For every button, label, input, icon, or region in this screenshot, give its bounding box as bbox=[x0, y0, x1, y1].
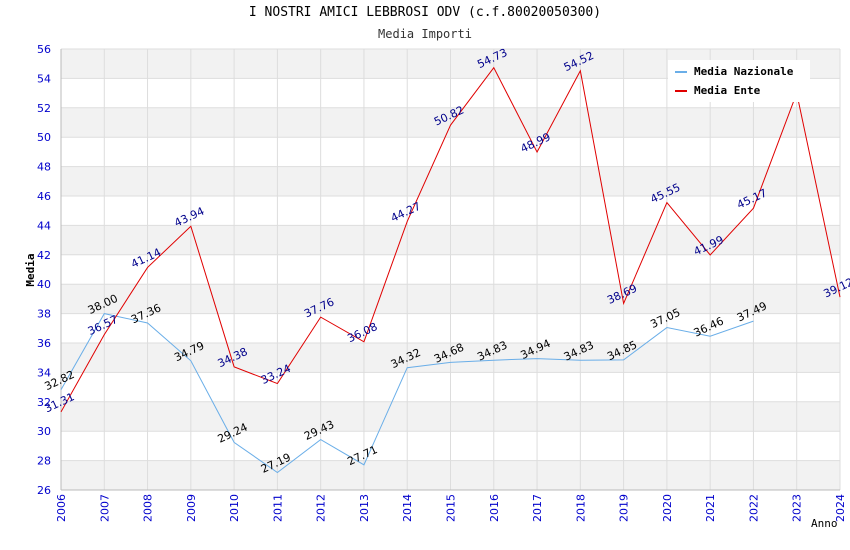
x-tick-label: 2006 bbox=[55, 494, 68, 522]
chart-subtitle: Media Importi bbox=[378, 27, 472, 41]
legend: Media Nazionale Media Ente bbox=[668, 60, 810, 102]
y-tick-label: 38 bbox=[37, 308, 51, 321]
y-tick-label: 56 bbox=[37, 43, 51, 56]
x-tick-label: 2017 bbox=[531, 494, 544, 522]
x-tick-label: 2012 bbox=[315, 494, 328, 522]
chart-title: I NOSTRI AMICI LEBBROSI ODV (c.f.8002005… bbox=[248, 5, 602, 20]
x-tick-label: 2022 bbox=[747, 494, 760, 522]
series-line-nazionale bbox=[60, 313, 754, 474]
y-tick-label: 34 bbox=[37, 366, 51, 379]
y-tick-label: 44 bbox=[37, 219, 51, 232]
x-axis-label: Anno bbox=[811, 517, 838, 530]
y-tick-label: 46 bbox=[37, 190, 51, 203]
y-tick-label: 28 bbox=[37, 455, 51, 468]
y-axis-label: Media bbox=[24, 253, 37, 286]
x-tick-label: 2018 bbox=[574, 494, 587, 522]
y-tick-label: 36 bbox=[37, 337, 51, 350]
y-tick-label: 48 bbox=[37, 161, 51, 174]
legend-entry: Media Nazionale bbox=[694, 65, 794, 78]
x-tick-label: 2014 bbox=[401, 494, 414, 522]
x-tick-label: 2019 bbox=[618, 494, 631, 522]
x-tick-label: 2008 bbox=[142, 494, 155, 522]
x-tick-label: 2021 bbox=[704, 494, 717, 522]
x-tick-label: 2020 bbox=[661, 494, 674, 522]
series-line-ente bbox=[60, 66, 841, 413]
y-tick-label: 26 bbox=[37, 484, 51, 497]
y-tick-label: 52 bbox=[37, 102, 51, 115]
legend-entry: Media Ente bbox=[694, 84, 761, 97]
y-tick-label: 32 bbox=[37, 396, 51, 409]
x-tick-label: 2007 bbox=[98, 494, 111, 522]
x-tick-label: 2013 bbox=[358, 494, 371, 522]
y-tick-label: 50 bbox=[37, 131, 51, 144]
data-label: 44.27 bbox=[389, 200, 423, 225]
x-tick-label: 2011 bbox=[271, 494, 284, 522]
y-tick-label: 54 bbox=[37, 72, 51, 85]
x-tick-label: 2016 bbox=[488, 494, 501, 522]
y-tick-label: 40 bbox=[37, 278, 51, 291]
x-tick-label: 2015 bbox=[445, 494, 458, 522]
x-tick-label: 2023 bbox=[791, 494, 804, 522]
x-tick-label: 2009 bbox=[185, 494, 198, 522]
x-tick-label: 2024 bbox=[834, 494, 847, 522]
y-tick-label: 30 bbox=[37, 425, 51, 438]
y-tick-label: 42 bbox=[37, 249, 51, 262]
x-tick-label: 2010 bbox=[228, 494, 241, 522]
legend-box bbox=[668, 60, 810, 102]
